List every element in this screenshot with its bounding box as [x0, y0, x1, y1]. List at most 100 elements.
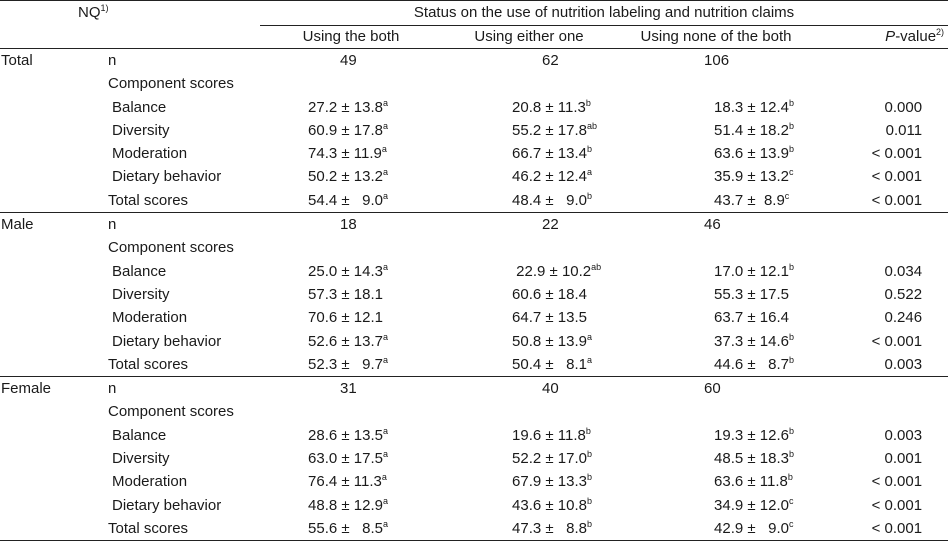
p-value: < 0.001 — [871, 168, 923, 186]
p-value: 0.246 — [884, 309, 923, 327]
component-scores-label: Component scores — [108, 75, 234, 93]
row-label: Total scores — [92, 516, 261, 542]
row-label: Balance — [112, 426, 167, 444]
row-label: Dietary behavior — [112, 496, 222, 514]
n-row: Male n 18 22 46 — [0, 212, 948, 237]
p-value: < 0.001 — [871, 496, 923, 514]
score-row: Moderation 70.6 ± 12.1 64.7 ± 13.5 63.7 ± 1… — [0, 306, 948, 329]
row-label: Moderation — [112, 309, 188, 327]
p-value: 0.034 — [884, 262, 923, 280]
score-row: Diversity 57.3 ± 18.1 60.6 ± 18.4 55.3 ± 17… — [0, 283, 948, 306]
component-scores-label: Component scores — [108, 403, 234, 421]
group-blank — [0, 236, 92, 259]
n-row: Female n 31 40 60 — [0, 376, 948, 401]
p-value: < 0.001 — [871, 191, 923, 209]
p-value-empty — [816, 376, 948, 401]
value-none: 37.3 ± 14.6b — [714, 331, 794, 350]
significance-letter: b — [788, 331, 794, 342]
significance-letter: b — [788, 354, 794, 365]
row-label: Moderation — [112, 145, 188, 163]
group-blank — [0, 189, 92, 213]
group-blank — [0, 72, 92, 95]
significance-letter: b — [788, 120, 794, 131]
significance-letter: ab — [586, 120, 597, 131]
significance-letter: a — [382, 449, 388, 460]
significance-letter: a — [382, 97, 388, 108]
value-none: 19.3 ± 12.6b — [714, 425, 794, 444]
col-header-both: Using the both — [260, 25, 443, 49]
significance-letter: ab — [591, 261, 602, 272]
value-none: 43.7 ± 8.9c — [714, 190, 790, 209]
n-count: 106 — [616, 48, 817, 73]
score-row: Moderation 76.4 ± 11.3a 67.9 ± 13.3b 63.6 ±… — [0, 470, 948, 493]
n-count: 31 — [260, 376, 443, 401]
value-either: 50.4 ± 8.1a — [512, 354, 592, 373]
total-row: Total scores 55.6 ± 8.5a 47.3 ± 8.8b 42.9 ±… — [0, 516, 948, 542]
significance-letter: a — [382, 261, 388, 272]
value-either: 64.7 ± 13.5 — [512, 309, 587, 327]
significance-letter: b — [788, 97, 794, 108]
component-heading-row: Component scores — [0, 236, 948, 259]
row-label: Diversity — [112, 285, 170, 303]
p-value: 0.522 — [884, 285, 923, 303]
n-count: 62 — [442, 48, 617, 73]
significance-letter: c — [788, 495, 794, 506]
score-row: Dietary behavior 52.6 ± 13.7a 50.8 ± 13.9a… — [0, 330, 948, 353]
significance-letter: c — [788, 167, 794, 178]
row-label: Total scores — [108, 191, 189, 209]
value-both: 52.6 ± 13.7a — [308, 331, 388, 350]
significance-letter: a — [382, 495, 388, 506]
value-either: 43.6 ± 10.8b — [512, 495, 592, 514]
significance-letter: b — [586, 495, 592, 506]
significance-letter: b — [586, 144, 592, 155]
significance-letter: b — [788, 425, 794, 436]
group-blank — [0, 306, 92, 329]
n-count: 40 — [442, 376, 617, 401]
significance-letter: b — [787, 472, 793, 483]
value-none: 51.4 ± 18.2b — [714, 120, 794, 139]
value-none: 55.3 ± 17.5 — [714, 285, 789, 303]
value-either: 50.8 ± 13.9a — [512, 331, 592, 350]
p-value: < 0.001 — [871, 145, 923, 163]
p-value: < 0.001 — [816, 516, 948, 542]
n-label: n — [92, 376, 261, 401]
score-row: Balance 25.0 ± 14.3a 22.9 ± 10.2ab 17.0 ± … — [0, 260, 948, 283]
component-heading-row: Component scores — [0, 400, 948, 423]
significance-letter: a — [381, 472, 387, 483]
significance-letter: a — [382, 167, 388, 178]
significance-letter: a — [381, 144, 387, 155]
total-row: Total scores 54.4 ± 9.0a 48.4 ± 9.0b 43.7 ±… — [0, 189, 948, 213]
value-none: 44.6 ± 8.7b — [714, 354, 794, 373]
value-none: 17.0 ± 12.1b — [714, 261, 794, 280]
value-both: 27.2 ± 13.8a — [308, 97, 388, 116]
score-row: Balance 28.6 ± 13.5a 19.6 ± 11.8b 19.3 ± 12… — [0, 424, 948, 447]
value-none: 63.7 ± 16.4 — [714, 309, 789, 327]
significance-letter: a — [382, 190, 388, 201]
value-both: 76.4 ± 11.3a — [308, 472, 387, 491]
significance-letter: b — [586, 472, 592, 483]
n-count: 46 — [616, 212, 817, 237]
significance-letter: a — [382, 354, 388, 365]
row-label: Moderation — [112, 473, 188, 491]
group-blank — [0, 96, 92, 119]
value-either: 67.9 ± 13.3b — [512, 472, 592, 491]
significance-letter: b — [585, 97, 591, 108]
group-blank — [0, 424, 92, 447]
significance-letter: a — [382, 518, 388, 529]
n-count: 60 — [616, 376, 817, 401]
group-blank — [0, 260, 92, 283]
score-row: Diversity 60.9 ± 17.8a 55.2 ± 17.8ab 51.4 ±… — [0, 119, 948, 142]
value-none: 48.5 ± 18.3b — [714, 449, 794, 468]
group-blank — [0, 119, 92, 142]
p-value: < 0.001 — [871, 332, 923, 350]
value-both: 70.6 ± 12.1 — [308, 309, 383, 327]
value-both: 54.4 ± 9.0a — [308, 190, 388, 209]
value-either: 52.2 ± 17.0b — [512, 449, 592, 468]
score-row: Dietary behavior 48.8 ± 12.9a 43.6 ± 10.8b… — [0, 494, 948, 517]
significance-letter: a — [586, 331, 592, 342]
significance-letter: b — [788, 449, 794, 460]
score-row: Moderation 74.3 ± 11.9a 66.7 ± 13.4b 63.6 ±… — [0, 142, 948, 165]
group-blank — [0, 165, 92, 188]
value-both: 25.0 ± 14.3a — [308, 261, 388, 280]
